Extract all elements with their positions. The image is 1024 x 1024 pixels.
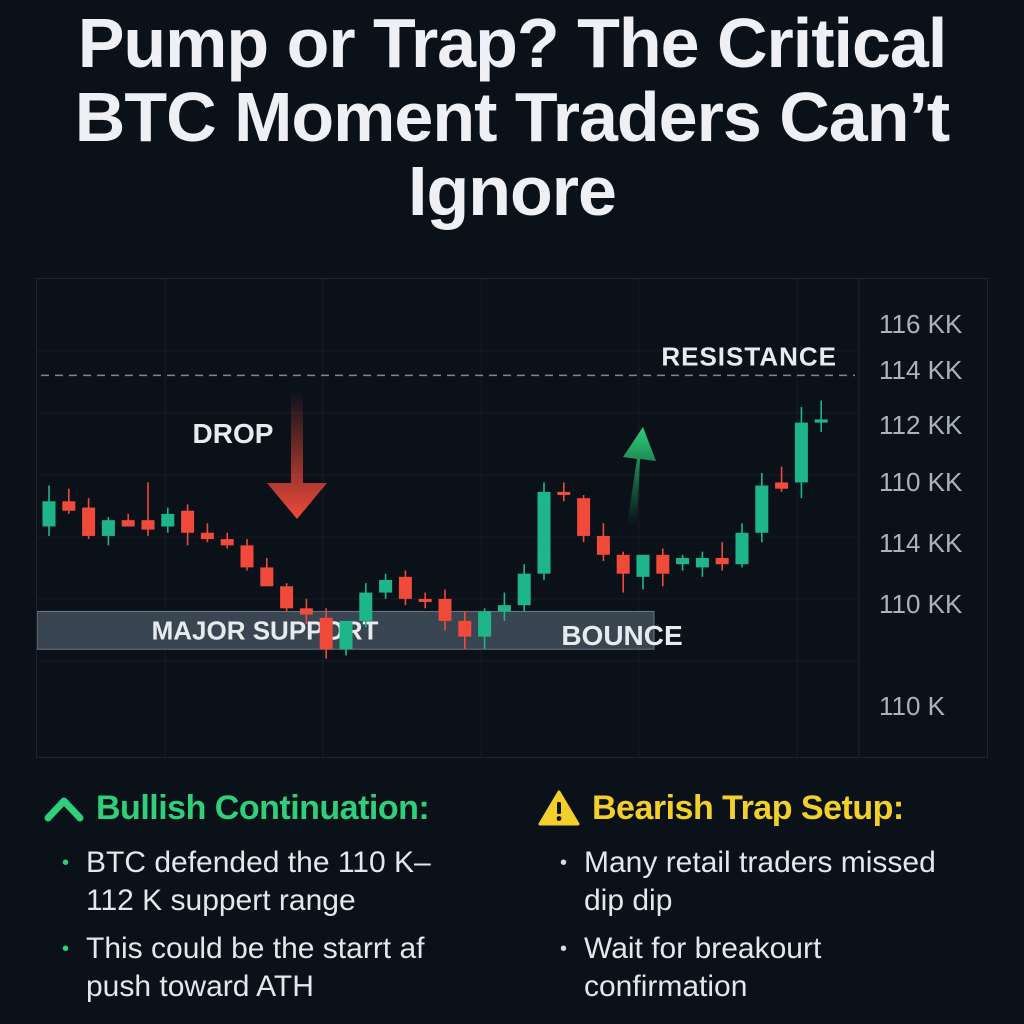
up-arrow	[623, 427, 656, 525]
bullish-point: • BTC defended the 110 K– 112 K suppert r…	[44, 844, 484, 920]
candle-body	[517, 573, 531, 606]
candle-body	[577, 498, 591, 536]
bullish-title: Bullish Continuation:	[96, 788, 430, 827]
bullish-point-text: BTC defended the 110 K– 112 K suppert ra…	[86, 846, 431, 917]
chart-panel: MAJOR SUPPORT RESISTANCE 116 KK 114 KK 112 K…	[36, 278, 988, 758]
candle-body	[181, 510, 195, 533]
candle-body	[220, 539, 234, 546]
candle-body	[319, 617, 333, 650]
candle-body	[755, 485, 769, 533]
candle-body	[418, 598, 432, 603]
candle-body	[478, 611, 492, 637]
candle-body	[537, 491, 551, 574]
page-title: Pump or Trap? The Critical BTC Moment Tr…	[74, 4, 950, 230]
y-tick-label: 114 KK	[879, 528, 963, 558]
bullish-section: Bullish Continuation: • BTC defended the …	[44, 786, 484, 1016]
candle-body	[200, 532, 214, 540]
candle-body	[339, 620, 353, 650]
resistance-label: RESISTANCE	[661, 341, 837, 371]
y-tick-label: 116 KK	[879, 309, 963, 339]
candle-body	[42, 501, 56, 527]
candle-body	[616, 554, 630, 574]
candle-body	[62, 501, 76, 511]
candle-body	[379, 579, 393, 593]
candle-body	[141, 520, 155, 530]
bearish-point-text: Wait for breakourt confirmation	[584, 932, 822, 1003]
candle-body	[695, 557, 709, 568]
bounce-label: BOUNCE	[561, 620, 682, 651]
candle-body	[398, 576, 412, 599]
y-tick-label: 114 KK	[879, 355, 963, 385]
bearish-section: Bearish Trap Setup: • Many retail traders…	[538, 786, 978, 1016]
bearish-point: • Many retail traders missed dip dip	[538, 844, 978, 920]
candle-body	[814, 419, 828, 423]
candle-body	[359, 592, 373, 621]
candle-body	[280, 586, 294, 609]
drop-arrow	[267, 391, 327, 519]
candle-body	[299, 608, 313, 615]
candle-body	[557, 491, 571, 495]
candle-body	[101, 520, 115, 536]
candle-body	[458, 620, 472, 637]
bearish-point: • Wait for breakourt confirmation	[538, 930, 978, 1006]
candle-body	[121, 520, 135, 527]
y-tick-label: 112 KK	[879, 410, 963, 440]
chevron-up-icon	[44, 797, 84, 822]
candle-body	[438, 598, 452, 621]
candle-body	[260, 567, 274, 587]
y-tick-label: 110 KK	[879, 589, 963, 619]
warning-icon	[538, 790, 580, 826]
candle-body	[735, 532, 749, 565]
candle-body	[240, 545, 254, 568]
bullish-point-text: This could be the stаrrt af push toward …	[86, 932, 425, 1003]
candle-body	[656, 554, 670, 574]
candle-body	[161, 513, 175, 527]
candle-body	[497, 605, 511, 612]
y-tick-label: 110 K	[879, 691, 946, 721]
candle-body	[82, 507, 96, 536]
bearish-title: Bearish Trap Setup:	[592, 788, 904, 827]
candle-body	[636, 554, 650, 577]
candle-body	[715, 557, 729, 565]
bullish-point: • This could be the stаrrt af push toward…	[44, 930, 484, 1006]
candle-body	[775, 482, 789, 489]
bearish-point-text: Many retail traders missed dip dip	[584, 846, 936, 917]
candle-body	[676, 557, 690, 565]
drop-label: DROP	[193, 418, 274, 449]
candle-body	[794, 422, 808, 483]
candle-body	[596, 535, 610, 555]
y-tick-label: 110 KK	[879, 467, 963, 497]
